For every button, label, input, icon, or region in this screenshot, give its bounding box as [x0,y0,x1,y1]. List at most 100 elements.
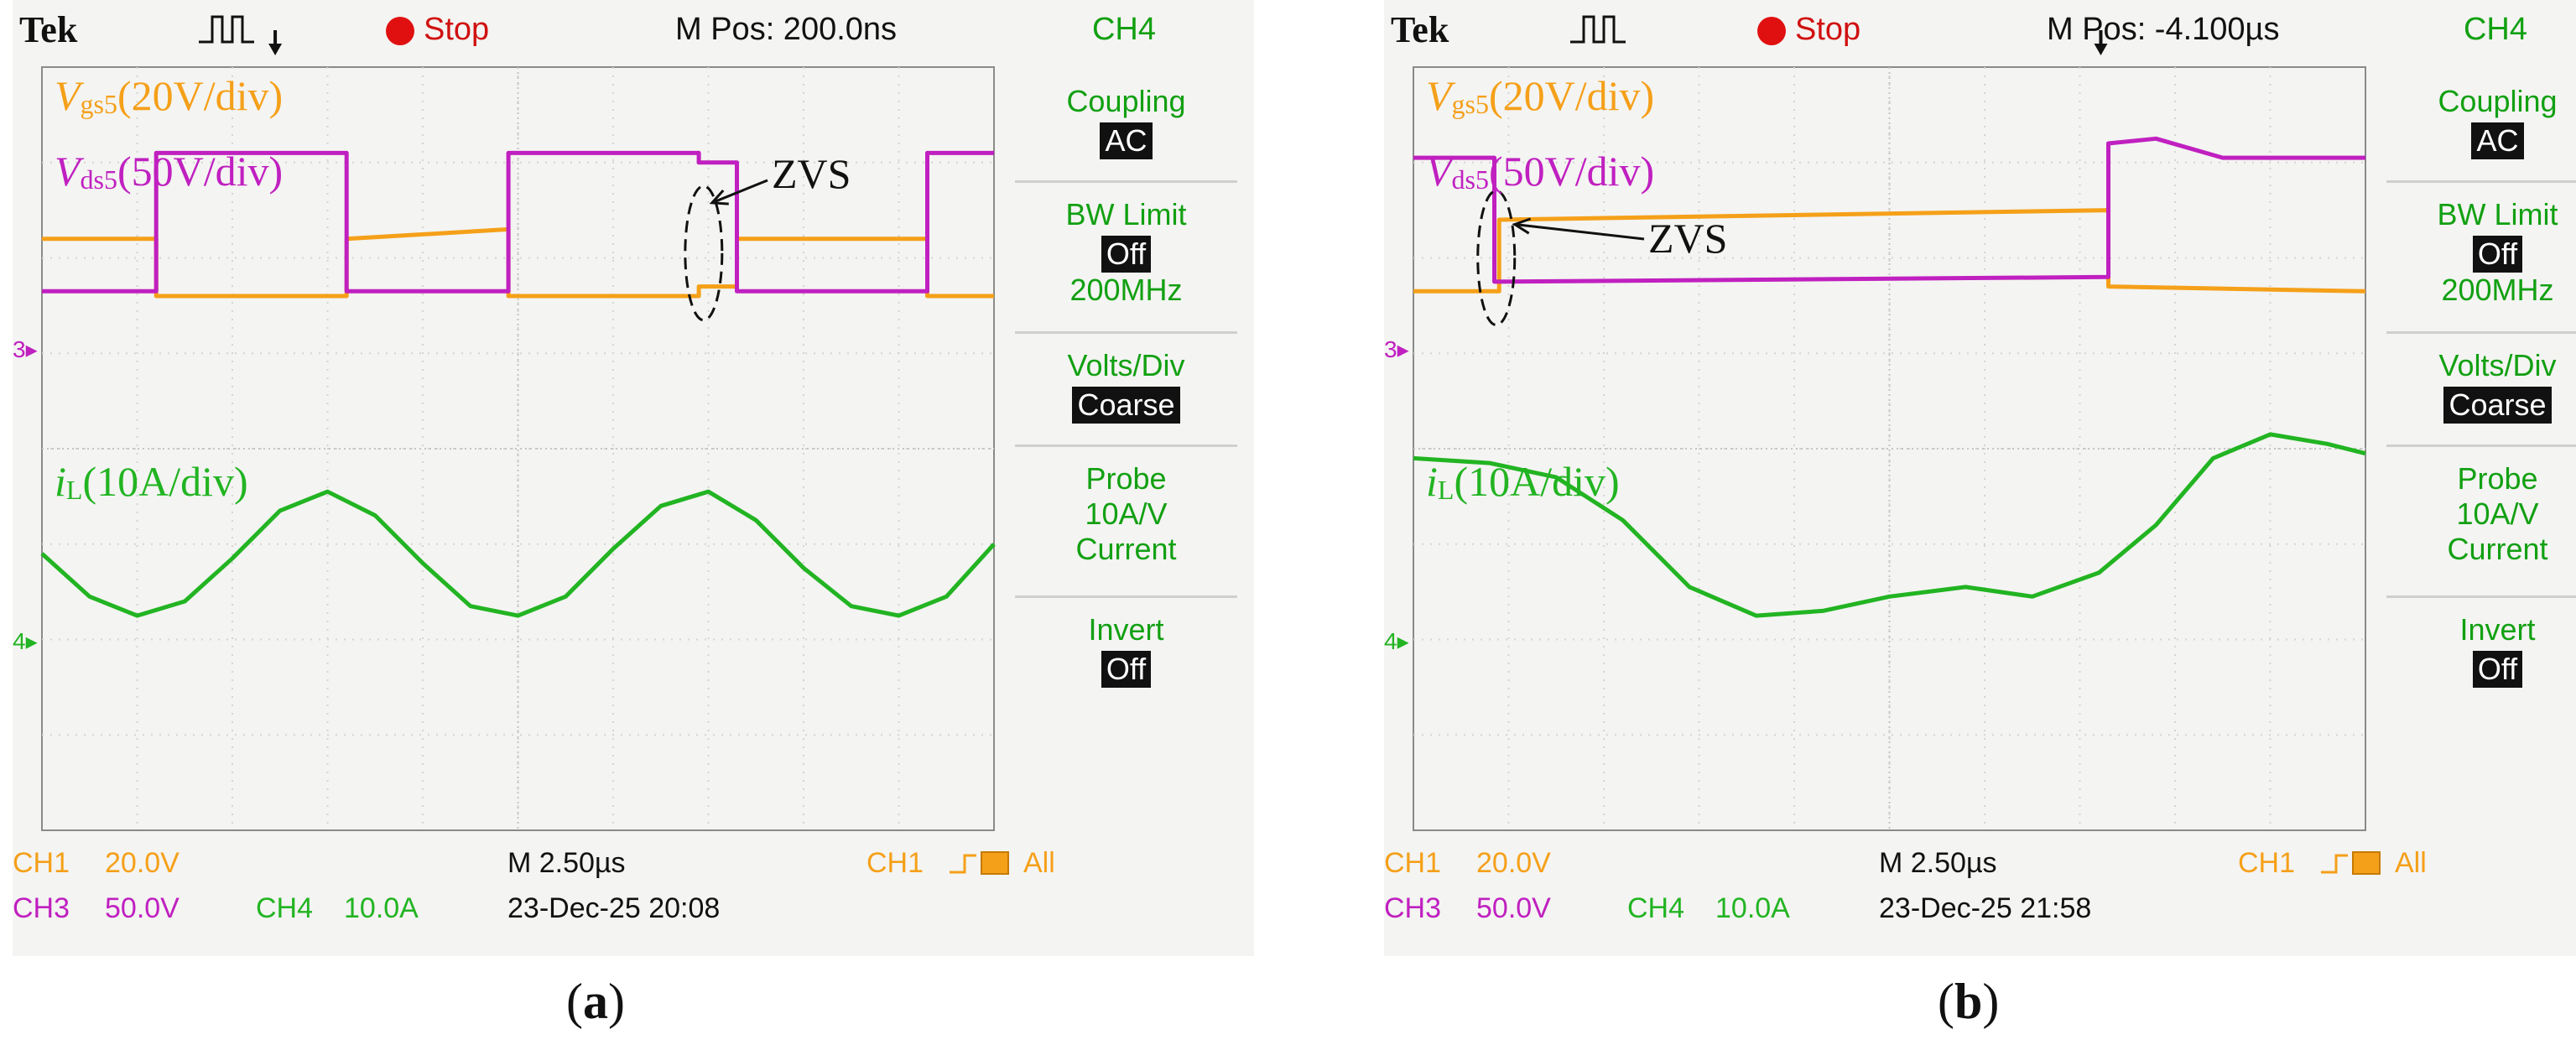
il-scale: (10A/div) [1454,458,1620,505]
ch4-marker-label: 4 [1384,628,1397,654]
ch1-scale: 20.0V [105,847,180,879]
il-subscript: L [65,475,83,505]
trigger-position-icon [268,44,283,55]
menu-divider [2386,595,2576,598]
vds-symbol: V [1426,148,1452,195]
zvs-ellipse [1476,190,1517,326]
vgs-scale: (20V/div) [117,72,284,119]
coupling-menu-item[interactable]: Coupling AC [2378,84,2576,159]
il-symbol: i [55,458,66,505]
menu-channel-title: CH4 [2463,12,2528,47]
trigger-waveform-icon [199,15,254,44]
trigger-channel: CH1 [866,847,924,879]
zvs-arrow-line [711,179,768,205]
invert-menu-item[interactable]: Invert Off [2378,612,2576,688]
ch4-name: CH4 [1627,892,1685,924]
il-label: iL(10A/div) [1426,457,1620,506]
zvs-arrow-line [1514,223,1645,241]
il-symbol: i [1426,458,1438,505]
vgs-subscript: gs5 [80,89,117,119]
il-scale: (10A/div) [82,458,248,505]
volts-div-menu-item[interactable]: Volts/Div Coarse [2378,348,2576,424]
ch3-ground-marker: 3▸ [1384,336,1409,362]
probe-label: Probe [1085,461,1167,496]
vgs-symbol: V [55,72,81,119]
vds5-trace [42,150,994,294]
volts-div-value: Coarse [2443,387,2552,424]
trigger-slope-icon [2321,851,2381,875]
scope-panel-a: Tek Stop M Pos: 200.0ns CH4 Coupling AC … [13,0,1254,1045]
bw-limit-frequency: 200MHz [2441,273,2554,307]
zvs-annotation: ZVS [772,150,851,197]
caption-letter: b [1954,974,1983,1029]
vds-label: Vds5(50V/div) [1426,147,1654,195]
brand-logo: Tek [1391,9,1449,50]
bw-limit-menu-item[interactable]: BW Limit Off 200MHz [2378,197,2576,308]
il-label: iL(10A/div) [55,457,248,506]
volts-div-menu-item[interactable]: Volts/Div Coarse [1007,348,1246,424]
coupling-value: AC [1100,122,1153,159]
scope-screen: Tek Stop M Pos: 200.0ns CH4 Coupling AC … [13,0,1254,956]
il-trace [1413,432,2366,618]
zvs-annotation: ZVS [1648,215,1728,262]
stop-indicator-icon [386,17,414,45]
caption-open: ( [566,974,583,1029]
il-subscript: L [1437,475,1455,505]
ch1-name: CH1 [1384,847,1442,879]
vgs-scale: (20V/div) [1489,72,1655,119]
trigger-mode: All [2395,847,2427,879]
vgs-label: Vgs5(20V/div) [55,71,283,120]
vds-symbol: V [55,148,81,195]
coupling-label: Coupling [1066,84,1186,118]
menu-divider [2386,331,2576,334]
zvs-arrow-head [709,189,729,205]
vgs-symbol: V [1426,72,1452,119]
bw-limit-menu-item[interactable]: BW Limit Off 200MHz [1007,197,1246,308]
coupling-menu-item[interactable]: Coupling AC [1007,84,1246,159]
volts-div-value: Coarse [1072,387,1180,424]
probe-menu-item[interactable]: Probe 10A/V Current [2378,461,2576,567]
ch3-marker-label: 3 [1384,336,1397,362]
ch3-marker-label: 3 [13,336,26,362]
stop-indicator-icon [1757,17,1786,45]
bw-limit-value: Off [1101,236,1152,273]
invert-label: Invert [2459,612,2536,647]
vgs-subscript: gs5 [1451,89,1489,119]
scope-header: Tek Stop M Pos: 200.0ns CH4 [13,0,1254,60]
bw-limit-label: BW Limit [1065,197,1187,231]
menu-channel-title: CH4 [1091,12,1157,47]
scope-panel-b: Tek Stop M Pos: -4.100µs CH4 Coupling AC… [1384,0,2576,1045]
waveform-area [1413,30,2366,831]
ch1-name: CH1 [13,847,70,879]
acquisition-status: Stop [1795,12,1861,47]
brand-logo: Tek [19,9,78,50]
channel-side-menu: Coupling AC BW Limit Off 200MHz Volts/Di… [2378,67,2576,830]
acquisition-status: Stop [424,12,490,47]
datetime: 23-Dec-25 20:08 [507,892,721,924]
volts-div-label: Volts/Div [2438,348,2557,382]
menu-divider [2386,445,2576,447]
probe-scale: 10A/V [2456,497,2539,531]
horizontal-position: M Pos: 200.0ns [675,12,898,47]
scope-screen: Tek Stop M Pos: -4.100µs CH4 Coupling AC… [1384,0,2576,956]
vds-scale: (50V/div) [117,148,284,195]
vds5-trace [1413,136,2365,284]
trigger-slope-icon [950,851,1009,875]
coupling-label: Coupling [2438,84,2558,118]
bw-limit-frequency: 200MHz [1069,273,1183,307]
vds-label: Vds5(50V/div) [55,147,283,195]
invert-menu-item[interactable]: Invert Off [1007,612,1246,688]
probe-menu-item[interactable]: Probe 10A/V Current [1007,461,1246,567]
caption-close: ) [607,974,625,1029]
ch4-scale: 10.0A [344,892,419,924]
vds-subscript: ds5 [1451,164,1489,195]
menu-divider [1015,180,1237,183]
probe-scale: 10A/V [1085,497,1168,531]
menu-divider [2386,180,2576,183]
menu-divider [1015,331,1237,334]
caption-letter: a [582,974,608,1029]
waveform-area [40,30,996,831]
probe-label: Probe [2457,461,2538,496]
trigger-position-icon [2094,44,2108,55]
scope-header: Tek Stop M Pos: -4.100µs CH4 [1384,0,2576,60]
